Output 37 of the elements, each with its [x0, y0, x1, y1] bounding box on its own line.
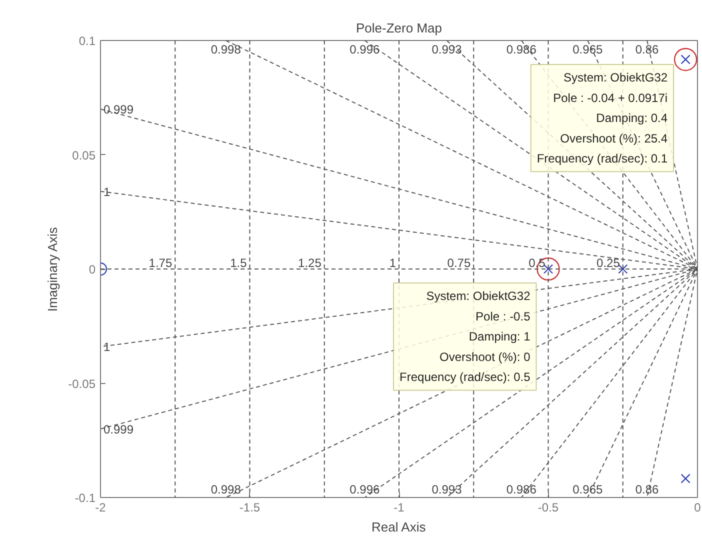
series-label: 1 [104, 184, 110, 199]
x-tick-label: 0 [694, 500, 702, 514]
text: 0.993 [432, 42, 462, 56]
text: 1 [104, 340, 110, 354]
series-label: 0.998 [210, 482, 242, 496]
text: 0.996 [350, 482, 380, 496]
annotation: System: ObiektG32 Pole : -0.04 + 0.0917i Damping: 0.4 Overshoot (%): 25.4 Frequency (rad/sec): 0.1 [536, 70, 668, 166]
text: 0.965 [572, 42, 603, 56]
annotation: 1.5 [230, 256, 248, 270]
series-label: 0.993 [432, 482, 462, 496]
y-tick-label: -0.1 [74, 491, 96, 505]
annotation: 0.75 [447, 256, 471, 270]
annotation: 1 [389, 256, 396, 270]
annotation: 1.75 [148, 256, 172, 270]
y-tick-label: 0.1 [78, 34, 96, 48]
y-tick-label: 0.05 [72, 148, 96, 162]
x-tick-label: -1 [394, 500, 405, 514]
annotation: 1.25 [298, 256, 322, 270]
series-label: 0.986 [506, 42, 537, 56]
text: 0.986 [506, 482, 536, 496]
y-axis-title: Imaginary Axis [45, 226, 60, 312]
series-label: 0.965 [572, 482, 603, 496]
y-tick-label: -0.05 [68, 376, 96, 391]
x-axis-title: Real Axis [372, 520, 426, 534]
text: 0.86 [635, 42, 659, 56]
x-tick-label: -0.5 [538, 500, 559, 514]
annotation: 0.25 [596, 256, 620, 270]
series-label: 0.86 [635, 482, 660, 496]
x-tick-label: -2 [95, 500, 106, 514]
text: 0.998 [210, 42, 241, 56]
chart-title: Pole-Zero Map [356, 20, 442, 36]
series-label: 0.996 [350, 42, 380, 56]
text: 0.999 [104, 422, 134, 436]
annotation: System: ObiektG32 Pole : -0.5 Damping: 1 Overshoot (%): 0 Frequency (rad/sec): 0.5 [400, 289, 531, 384]
series-label: 0.999 [104, 102, 134, 117]
x-tick-label: -1.5 [239, 500, 260, 514]
y-tick-label: 0 [88, 262, 96, 276]
